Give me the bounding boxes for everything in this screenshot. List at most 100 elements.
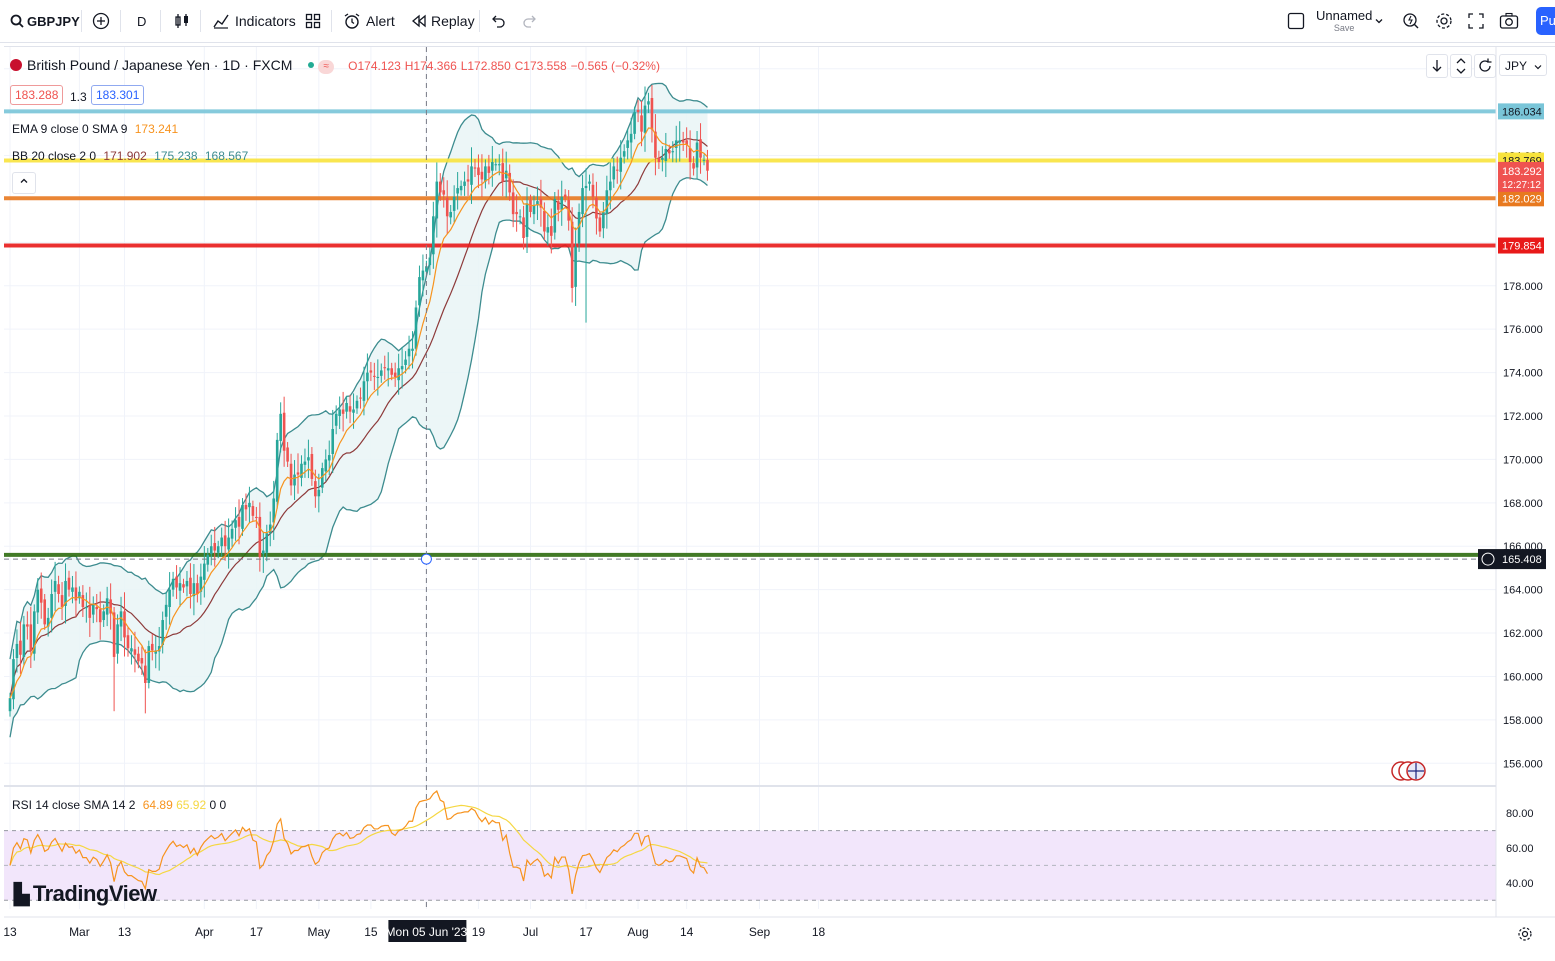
price-axis[interactable]: 188.000186.000184.000182.000180.000178.0… (1478, 47, 1555, 917)
layout-dropdown[interactable] (1374, 0, 1384, 42)
candle-body (668, 150, 671, 154)
time-axis-settings-button[interactable] (1516, 925, 1534, 943)
candle-body (140, 658, 144, 664)
price-level-text: 182.029 (1502, 193, 1542, 205)
bid-price-button[interactable]: 183.288 (10, 85, 64, 105)
tv-logo-mark: ▙ (14, 884, 29, 906)
event-flags-icon[interactable] (1390, 760, 1430, 782)
candle-body (144, 665, 147, 683)
symbol-search-button[interactable]: GBPJPY (10, 0, 80, 42)
candle-body (199, 576, 203, 592)
candle-body (695, 142, 699, 168)
crosshair-date-tag (388, 920, 467, 942)
layout-name-button[interactable]: Unnamed Save (1316, 0, 1372, 42)
bb-basis-value: 171.902 (103, 149, 147, 163)
scroll-down-button[interactable] (1426, 54, 1448, 78)
redo-button[interactable] (522, 0, 538, 42)
time-tick-label: Sep (749, 925, 771, 939)
expand-vertical-icon (1456, 58, 1466, 74)
candle-body (501, 163, 505, 182)
candle-body (95, 607, 99, 610)
gear-icon (1436, 13, 1452, 29)
templates-button[interactable] (305, 0, 321, 42)
candle-body (303, 461, 307, 465)
price-tick-label: 162.000 (1503, 628, 1543, 640)
chart-type-button[interactable] (173, 0, 191, 42)
candle-body (8, 698, 12, 712)
chart-svg[interactable]: 188.000186.000184.000182.000180.000178.0… (3, 47, 1555, 956)
chart-area[interactable]: 188.000186.000184.000182.000180.000178.0… (3, 46, 1555, 956)
time-tick-label: Jul (523, 925, 538, 939)
candle-body (321, 468, 324, 488)
tradingview-logo[interactable]: ▙ TradingView (14, 881, 157, 907)
chevron-down-icon (1375, 19, 1383, 24)
candle-body (581, 188, 584, 215)
candle-body (373, 375, 376, 377)
collapse-legend-button[interactable] (12, 172, 36, 194)
candle-body (661, 157, 664, 160)
indicators-button[interactable]: Indicators (212, 0, 296, 42)
time-tick-label: 17 (250, 925, 264, 939)
bb-fill (10, 83, 708, 738)
menu-icon[interactable]: ≈ (318, 60, 335, 74)
candle-body (369, 370, 373, 373)
layout-checkbox[interactable] (1287, 0, 1305, 42)
publish-button[interactable]: Pu (1536, 7, 1555, 35)
candle-body (515, 211, 518, 215)
rsi-legend[interactable]: RSI 14 close SMA 14 2 64.89 65.92 0 0 (12, 798, 226, 812)
candle-body (296, 472, 300, 475)
alert-button[interactable]: Alert (343, 0, 395, 42)
candle-body (334, 413, 338, 426)
candlestick-series (8, 84, 709, 717)
rsi-pane (4, 790, 1496, 901)
candle-body (345, 402, 348, 412)
candle-body (543, 210, 546, 232)
undo-button[interactable] (490, 0, 506, 42)
bb-upper-value: 175.238 (154, 149, 198, 163)
candle-body (376, 376, 380, 379)
market-status-dot (308, 62, 315, 68)
grid-icon (305, 13, 321, 29)
time-axis[interactable]: 13 Mar 13 Apr 17 May 15 Mon 05 Jun '23 19 Jul 17 Au… (3, 916, 1555, 956)
candle-body (223, 535, 227, 547)
auto-scale-button[interactable] (1450, 54, 1472, 78)
replay-button[interactable]: Replay (410, 0, 475, 42)
price-level-tag (1498, 237, 1544, 254)
fullscreen-button[interactable] (1468, 0, 1484, 42)
candle-body (268, 524, 272, 534)
candle-body (171, 578, 175, 590)
ema-legend[interactable]: EMA 9 close 0 SMA 9 173.241 (12, 122, 178, 136)
price-tick-label: 158.000 (1503, 715, 1543, 727)
candle-body (386, 368, 390, 371)
candle-body (154, 650, 158, 654)
crosshair-marker (420, 553, 432, 565)
replay-label: Replay (431, 13, 475, 29)
currency-selector[interactable]: JPY (1499, 54, 1547, 76)
flag-icon (10, 59, 22, 71)
candle-body (654, 131, 657, 158)
candle-body (640, 115, 643, 132)
candle-body (150, 643, 154, 651)
candle-body (157, 646, 161, 652)
price-tick-label: 170.000 (1503, 454, 1543, 466)
candle-body (15, 643, 19, 659)
compare-button[interactable] (92, 0, 110, 42)
candle-body (414, 307, 418, 349)
settings-button[interactable] (1435, 0, 1453, 42)
redo-icon (523, 15, 536, 28)
candle-body (560, 196, 564, 210)
ask-price-button[interactable]: 183.301 (91, 85, 145, 105)
candle-body (508, 172, 511, 193)
grid-lines (4, 47, 1496, 909)
interval-button[interactable]: D (137, 0, 146, 42)
candle-body (255, 516, 258, 519)
reset-scale-button[interactable] (1474, 54, 1496, 78)
candle-body (98, 609, 102, 623)
bb-legend[interactable]: BB 20 close 2 0 171.902 175.238 168.567 (12, 149, 248, 163)
candle-body (536, 201, 539, 206)
quick-search-button[interactable] (1402, 0, 1420, 42)
snapshot-button[interactable] (1499, 0, 1519, 42)
candle-body (248, 502, 251, 508)
candle-body (605, 190, 609, 215)
candle-body (619, 157, 623, 172)
